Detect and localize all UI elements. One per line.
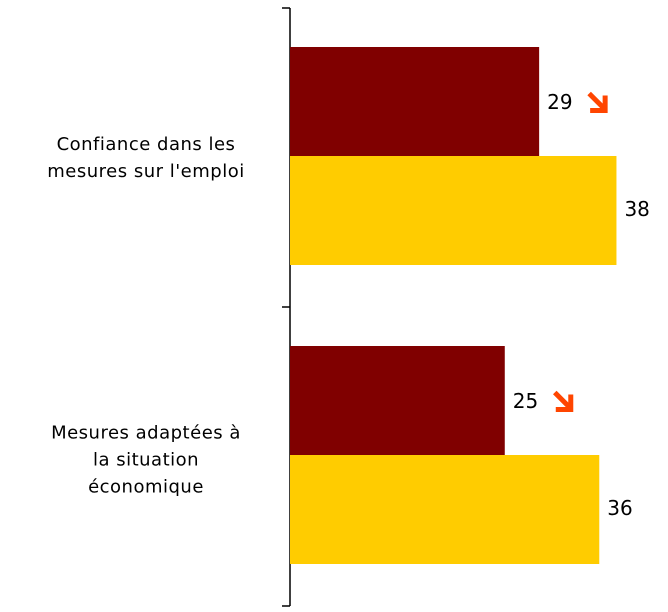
value-label: 36 [607,496,632,520]
bar [290,156,617,265]
category-label: Mesures adaptées à la situation économiq… [51,422,241,497]
trend-arrow [553,390,574,412]
bar [290,47,540,156]
category-label: Confiance dans les mesures sur l'emploi [47,133,245,182]
bar [290,455,600,564]
value-label: 38 [624,197,649,221]
bar [290,346,505,455]
value-label: 29 [547,90,572,114]
value-label: 25 [513,389,538,413]
trend-arrow [587,91,608,113]
